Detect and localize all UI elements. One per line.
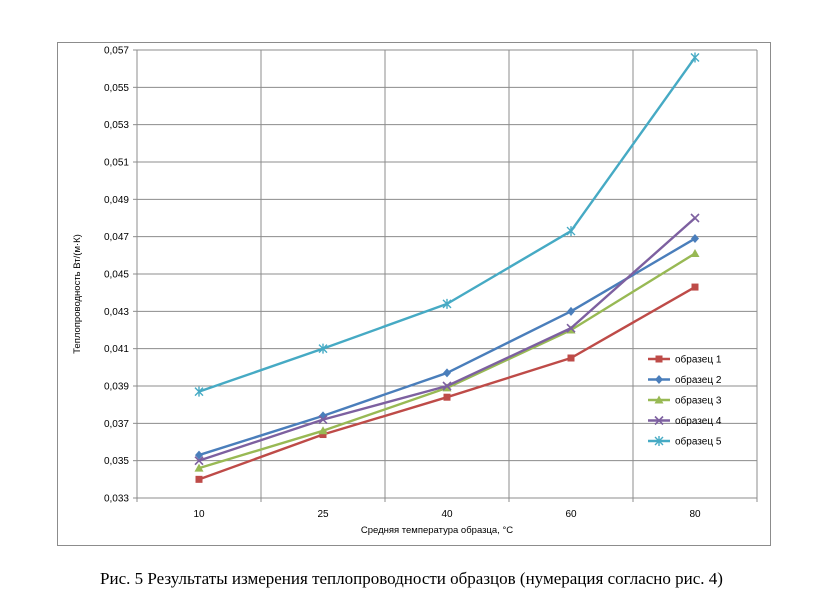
series-5 [194,52,700,397]
series-4 [194,213,700,466]
x-tick-label: 40 [441,509,453,520]
x-tick-label: 10 [193,509,205,520]
marker-star [318,343,328,354]
marker-diamond [655,375,663,384]
data-point [318,426,328,435]
y-tick-label: 0,053 [104,120,129,131]
marker-x [654,415,664,426]
marker-triangle [690,248,700,257]
series-1 [195,283,699,483]
y-tick-label: 0,039 [104,382,129,393]
data-point [442,381,452,391]
legend-item-3: образец 3 [648,395,722,407]
marker-x [690,213,700,223]
data-point [195,450,203,460]
chart-frame: 0,033 0,035 0,037 0,039 0,041 0,043 0,045 0,047… [57,42,771,546]
marker-star [654,436,664,446]
marker-x [318,415,328,425]
data-point [195,475,203,483]
marker-diamond [443,368,451,378]
data-point [690,248,700,257]
marker-diamond [567,306,575,316]
marker-triangle [194,463,204,472]
marker-x [442,381,452,391]
x-tick-label: 60 [565,509,577,520]
axis-layer: 0,033 0,035 0,037 0,039 0,041 0,043 0,045 0,047… [104,46,758,520]
legend-label: образец 2 [675,374,722,386]
legend-layer: образец 1 образец 2 образец 3 образец 4 обра… [648,354,722,448]
marker-star [194,386,204,397]
marker-square [319,431,327,439]
legend-item-1: образец 1 [648,354,722,366]
data-point [567,354,575,362]
data-point [318,415,328,425]
y-tick-label: 0,041 [104,344,129,355]
y-tick-label: 0,057 [104,46,129,57]
legend-item-4: образец 4 [648,415,722,427]
legend-label: образец 4 [675,415,722,427]
data-point [443,393,451,401]
data-point [567,306,575,316]
series-line [198,237,696,457]
marker-star [690,52,700,63]
y-tick-label: 0,045 [104,270,129,281]
series-line [198,56,696,393]
data-point [194,463,204,472]
data-point [690,52,700,63]
y-tick-label: 0,043 [104,307,129,318]
marker-diamond [195,450,203,460]
data-point [319,431,327,439]
data-point [691,234,699,244]
y-tick-label: 0,049 [104,195,129,206]
marker-x [194,456,204,466]
data-point [442,298,452,309]
data-point [566,226,576,237]
series-line [198,217,696,462]
figure-caption: Рис. 5 Результаты измерения теплопроводн… [100,569,723,588]
data-point [318,343,328,354]
y-tick-label: 0,033 [104,494,129,505]
data-point [443,368,451,378]
x-tick-label: 25 [317,509,329,520]
marker-square [567,354,575,362]
x-axis-title: Средняя температура образца, °С [361,525,513,536]
data-point [691,283,699,291]
marker-square [443,393,451,401]
marker-triangle [318,426,328,435]
y-axis-title: Теплопроводность Вт/(м·К) [72,234,83,354]
marker-diamond [691,234,699,244]
series-line [198,286,696,481]
data-point [690,213,700,223]
marker-star [442,298,452,309]
y-tick-label: 0,051 [104,158,129,169]
marker-square [195,475,203,483]
marker-triangle [654,395,664,404]
marker-square [655,355,663,363]
marker-x [566,323,576,333]
legend-item-2: образец 2 [648,374,722,386]
legend-label: образец 5 [675,436,722,448]
x-tick-label: 80 [689,509,701,520]
y-tick-label: 0,047 [104,232,129,243]
legend-label: образец 1 [675,354,722,366]
data-point [194,456,204,466]
y-tick-label: 0,037 [104,419,129,430]
marker-square [691,283,699,291]
y-tick-label: 0,055 [104,83,129,94]
marker-star [566,226,576,237]
chart-svg: 0,033 0,035 0,037 0,039 0,041 0,043 0,045 0,047… [72,46,758,536]
legend-item-5: образец 5 [648,436,722,448]
legend-label: образец 3 [675,395,722,407]
y-tick-label: 0,035 [104,456,129,467]
data-point [194,386,204,397]
series-2 [195,234,699,460]
data-point [566,323,576,333]
series-layer [194,52,700,483]
